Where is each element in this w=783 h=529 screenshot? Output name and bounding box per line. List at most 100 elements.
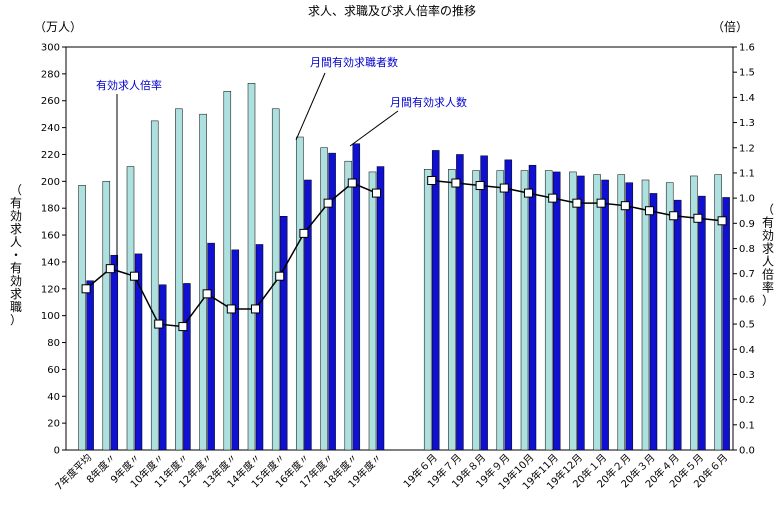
ratio-point <box>693 213 703 223</box>
bar-job-seekers <box>641 179 650 451</box>
ratio-point <box>427 175 437 185</box>
bar-job-openings <box>376 166 385 451</box>
bar-job-openings <box>158 284 167 451</box>
left-tick-label: 220 <box>41 150 60 161</box>
bar-job-openings <box>183 283 191 451</box>
bar-job-seekers <box>150 120 159 451</box>
right-axis-unit: （倍） <box>712 19 748 34</box>
right-tick-label: 1.1 <box>739 168 755 179</box>
annotation-job-seekers-leader <box>295 72 326 141</box>
ratio-point <box>620 201 630 211</box>
left-tick-label: 160 <box>41 231 60 242</box>
bar-job-seekers <box>368 171 377 451</box>
bar-job-seekers <box>617 174 626 451</box>
right-tick-label: 1.3 <box>739 118 755 129</box>
bar-job-seekers <box>569 171 577 451</box>
bar-job-openings <box>577 175 585 451</box>
ratio-point <box>572 198 582 208</box>
bar-job-seekers <box>344 160 353 451</box>
bar-job-seekers <box>223 91 232 451</box>
category-label: 7年度平均 <box>52 451 94 493</box>
left-tick-label: 180 <box>41 204 60 215</box>
ratio-point <box>202 289 212 299</box>
ratio-point <box>323 198 333 208</box>
right-tick-label: 1.4 <box>739 93 755 104</box>
ratio-point <box>645 206 654 216</box>
bar-job-openings <box>207 242 215 451</box>
ratio-point <box>226 304 236 314</box>
right-tick-label: 0.4 <box>739 345 755 356</box>
left-tick-label: 120 <box>41 284 60 295</box>
ratio-point <box>548 193 558 203</box>
bar-job-seekers <box>520 170 529 451</box>
bar-job-seekers <box>690 175 698 451</box>
left-tick-label: 280 <box>41 69 60 80</box>
ratio-point <box>81 284 91 294</box>
bar-job-seekers <box>714 174 722 451</box>
ratio-point <box>275 271 285 281</box>
ratio-point <box>105 264 115 274</box>
bar-job-openings <box>601 179 609 451</box>
bar-job-openings <box>86 280 94 451</box>
labels-layer: （有効求人・有効求職）（有効求人倍率）7年度平均8年度〃9年度〃10年度〃11年… <box>10 55 774 493</box>
bar-job-seekers <box>544 170 553 451</box>
ratio-point <box>499 183 509 193</box>
left-tick-label: 60 <box>47 365 60 376</box>
ratio-point <box>251 304 260 314</box>
left-axis-label: （有効求人・有効求職） <box>10 183 22 327</box>
bar-job-seekers <box>296 136 304 451</box>
ratio-point <box>475 181 485 191</box>
left-tick-label: 260 <box>41 96 60 107</box>
bar-job-seekers <box>175 108 183 451</box>
left-tick-label: 100 <box>41 311 60 322</box>
ratio-point <box>596 198 606 208</box>
bar-job-seekers <box>496 170 505 451</box>
right-tick-label: 0.0 <box>739 446 755 457</box>
right-tick-label: 0.9 <box>739 219 755 230</box>
ratio-point <box>154 319 164 329</box>
ratio-point <box>299 228 309 238</box>
bar-job-openings <box>552 171 561 451</box>
right-tick-label: 1.0 <box>739 194 755 205</box>
bar-job-openings <box>480 155 488 451</box>
bar-job-openings <box>698 195 706 451</box>
ratio-point <box>717 216 727 226</box>
right-tick-label: 1.6 <box>739 43 755 54</box>
bar-job-seekers <box>472 170 480 451</box>
left-tick-label: 140 <box>41 257 60 268</box>
bar-job-seekers <box>247 83 256 451</box>
bar-job-seekers <box>199 113 207 451</box>
bar-job-openings <box>231 249 240 451</box>
bar-job-openings <box>722 197 730 451</box>
left-axis-unit: （万人） <box>34 20 82 34</box>
left-tick-label: 0 <box>54 446 60 457</box>
bar-job-seekers <box>593 174 601 451</box>
left-tick-label: 20 <box>47 419 60 430</box>
ratio-point <box>178 322 188 332</box>
bar-job-seekers <box>665 182 674 451</box>
left-tick-label: 80 <box>47 338 60 349</box>
left-tick-label: 300 <box>41 43 60 54</box>
bar-job-openings <box>504 159 513 451</box>
bar-job-openings <box>649 193 658 451</box>
bar-job-openings <box>279 216 288 451</box>
bar-job-seekers <box>102 181 111 451</box>
annotation-job-seekers: 月間有効求職者数 <box>310 55 398 69</box>
bar-job-openings <box>110 254 119 451</box>
bar-job-seekers <box>448 168 456 451</box>
annotation-job-openings: 月間有効求人数 <box>390 95 467 109</box>
right-tick-label: 0.5 <box>739 320 755 331</box>
annotation-job-openings-leader <box>349 110 399 147</box>
bar-job-openings <box>255 244 264 451</box>
right-tick-label: 0.3 <box>739 370 755 381</box>
bar-job-openings <box>456 154 464 451</box>
right-tick-label: 0.8 <box>739 244 755 255</box>
right-tick-label: 0.2 <box>739 395 755 406</box>
right-tick-label: 0.1 <box>739 420 755 431</box>
right-axis-label: （有効求人倍率） <box>762 203 774 308</box>
bar-job-seekers <box>126 166 135 451</box>
bar-job-openings <box>528 164 537 451</box>
ratio-point <box>451 178 461 188</box>
